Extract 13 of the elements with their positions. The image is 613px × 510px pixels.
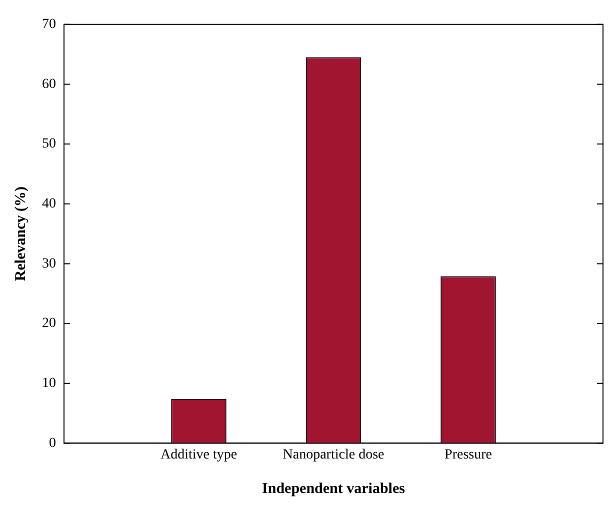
y-tick-label: 10 <box>42 376 56 392</box>
y-tick-label: 60 <box>42 76 56 92</box>
x-axis-title: Independent variables <box>262 480 406 497</box>
y-tick-label: 20 <box>42 316 56 332</box>
y-tick-label: 30 <box>42 256 56 272</box>
x-tick-label: Nanoparticle dose <box>282 447 384 462</box>
y-tick-label: 70 <box>42 17 56 32</box>
y-tick-label: 50 <box>42 136 56 152</box>
x-tick-label: Additive type <box>160 447 238 462</box>
y-tick-label: 40 <box>42 196 56 212</box>
y-tick-label: 0 <box>49 436 56 451</box>
y-axis-title: Relevancy (%) <box>12 186 29 282</box>
x-tick-label: Pressure <box>444 447 492 462</box>
